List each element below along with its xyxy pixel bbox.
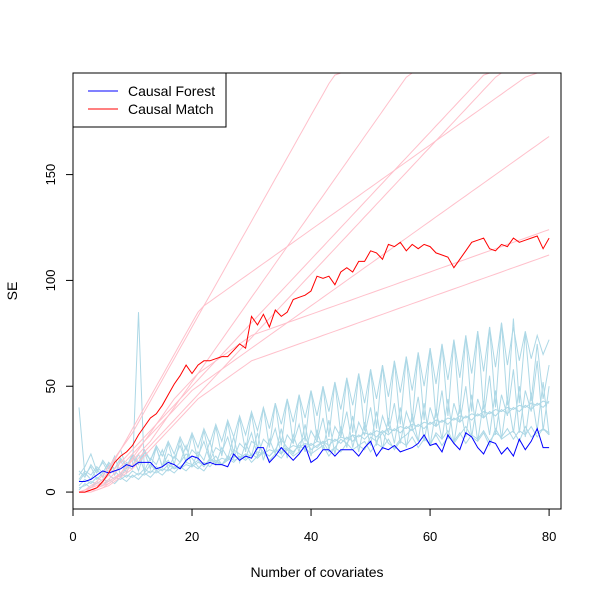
causal-match-line: [79, 235, 550, 493]
x-tick-label: 60: [423, 529, 437, 544]
y-tick-label: 0: [43, 488, 58, 495]
causal-forest-line: [79, 427, 550, 482]
causal-match-replicate-line: [78, 73, 550, 493]
causal-match-replicate-line: [78, 73, 550, 493]
causal-forest-replicate-line: [78, 400, 550, 491]
legend-label-causal-match: Causal Match: [128, 101, 214, 117]
x-axis: 0 20 40 60 80: [69, 508, 556, 544]
causal-match-replicate-line: [79, 254, 550, 493]
y-tick-label: 50: [43, 379, 58, 393]
main-series-group: [79, 235, 550, 493]
legend: Causal Forest Causal Match: [72, 72, 227, 128]
causal-match-replicate-line: [78, 73, 550, 493]
x-tick-label: 40: [304, 529, 318, 544]
causal-match-replicate-line: [79, 229, 550, 493]
y-tick-label: 100: [43, 270, 58, 292]
x-tick-label: 80: [542, 529, 556, 544]
plot-frame: [72, 72, 562, 510]
causal-forest-replicate-line: [78, 318, 550, 482]
background-series-group: [78, 73, 550, 493]
y-axis: 0 50 100 150: [43, 164, 74, 496]
y-axis-label: SE: [4, 282, 20, 301]
legend-label-causal-forest: Causal Forest: [128, 83, 215, 99]
x-axis-label: Number of covariates: [250, 564, 383, 580]
x-tick-label: 0: [69, 529, 76, 544]
y-tick-label: 150: [43, 164, 58, 186]
x-tick-label: 20: [185, 529, 199, 544]
causal-match-replicate-line: [78, 136, 550, 493]
causal-forest-replicate-line: [78, 381, 550, 479]
causal-match-replicate-line: [79, 73, 550, 493]
causal-match-replicate-line: [79, 73, 550, 493]
causal-forest-replicate-line: [78, 322, 550, 480]
legend-box: [72, 72, 227, 128]
causal-forest-replicate-line: [78, 312, 550, 481]
